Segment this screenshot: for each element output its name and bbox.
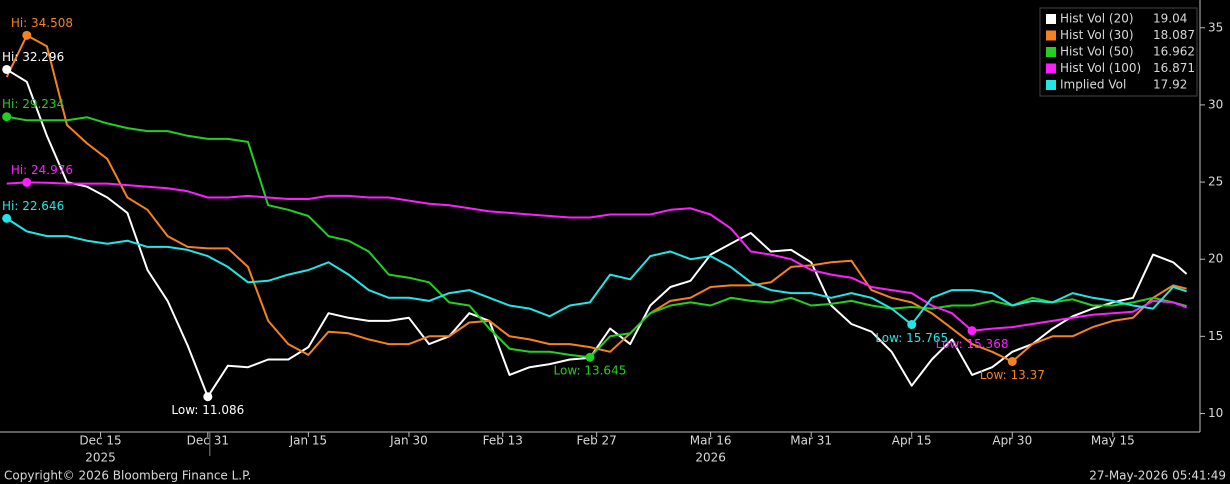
x-tick-label: Feb 13 [483,434,523,448]
year-label: 2025 [85,451,116,465]
legend-value: 16.871 [1153,61,1195,75]
y-tick-label: 15 [1208,329,1223,343]
year-label: 2026 [695,451,726,465]
annotation-marker [585,352,595,362]
legend-value: 19.04 [1153,12,1187,26]
annotation-label: Hi: 29.234 [2,97,64,111]
x-tick-label: Jan 30 [389,434,428,448]
x-tick-label: Mar 31 [790,434,832,448]
annotation-label: Low: 13.645 [554,364,627,378]
annotation-label: Low: 15.765 [875,331,948,345]
x-tick-label: Apr 30 [992,434,1032,448]
legend-label: Hist Vol (30) [1060,28,1134,42]
y-tick-label: 30 [1208,97,1223,111]
annotation-label: Hi: 24.976 [11,163,73,177]
copyright: Copyright© 2026 Bloomberg Finance L.P. [4,469,251,483]
legend-swatch [1046,47,1056,57]
legend-label: Hist Vol (50) [1060,45,1134,59]
annotation-marker [2,213,12,223]
annotation-label: Low: 15.368 [936,337,1009,351]
x-tick-label: Dec 15 [79,434,121,448]
legend-box [1039,7,1198,97]
x-tick-label: Dec 31 [187,434,229,448]
annotation-marker [967,326,977,336]
x-tick-label: Apr 15 [892,434,932,448]
annotation-marker [22,30,32,40]
x-tick-label: Feb 27 [576,434,616,448]
legend-swatch [1046,63,1056,74]
annotation-marker [1007,356,1017,366]
series-line [5,34,1187,363]
series-line [6,181,1187,332]
legend-value: 16.962 [1153,45,1195,59]
legend-value: 17.92 [1153,78,1187,92]
annotation-label: Hi: 32.296 [2,50,64,64]
annotation-label: Hi: 34.508 [11,16,73,30]
annotation-marker [203,392,213,402]
x-tick-label: May 15 [1091,434,1135,448]
legend-label: Hist Vol (20) [1060,12,1134,26]
legend-swatch [1046,80,1056,90]
annotation-label: Hi: 22.646 [2,199,64,213]
annotation-marker [907,320,917,330]
timestamp: 27-May-2026 05:41:49 [1089,469,1226,483]
annotation-label: Low: 13.37 [980,368,1045,382]
y-tick-label: 20 [1208,252,1223,266]
y-tick-label: 35 [1208,20,1223,34]
legend-value: 18.087 [1153,28,1195,42]
x-tick-label: Mar 16 [690,434,732,448]
legend-label: Hist Vol (100) [1060,61,1141,75]
legend-swatch [1046,30,1056,41]
annotation-marker [2,64,12,74]
annotation-marker [2,112,12,122]
y-tick-label: 25 [1208,175,1223,189]
legend-swatch [1046,14,1056,24]
y-tick-label: 10 [1208,406,1223,420]
x-tick-label: Jan 15 [289,434,328,448]
series-line [6,217,1187,326]
annotation-marker [22,177,32,187]
legend-label: Implied Vol [1060,78,1126,92]
series-line [6,115,1187,359]
series-line [6,68,1188,398]
annotation-label: Low: 11.086 [171,403,244,417]
